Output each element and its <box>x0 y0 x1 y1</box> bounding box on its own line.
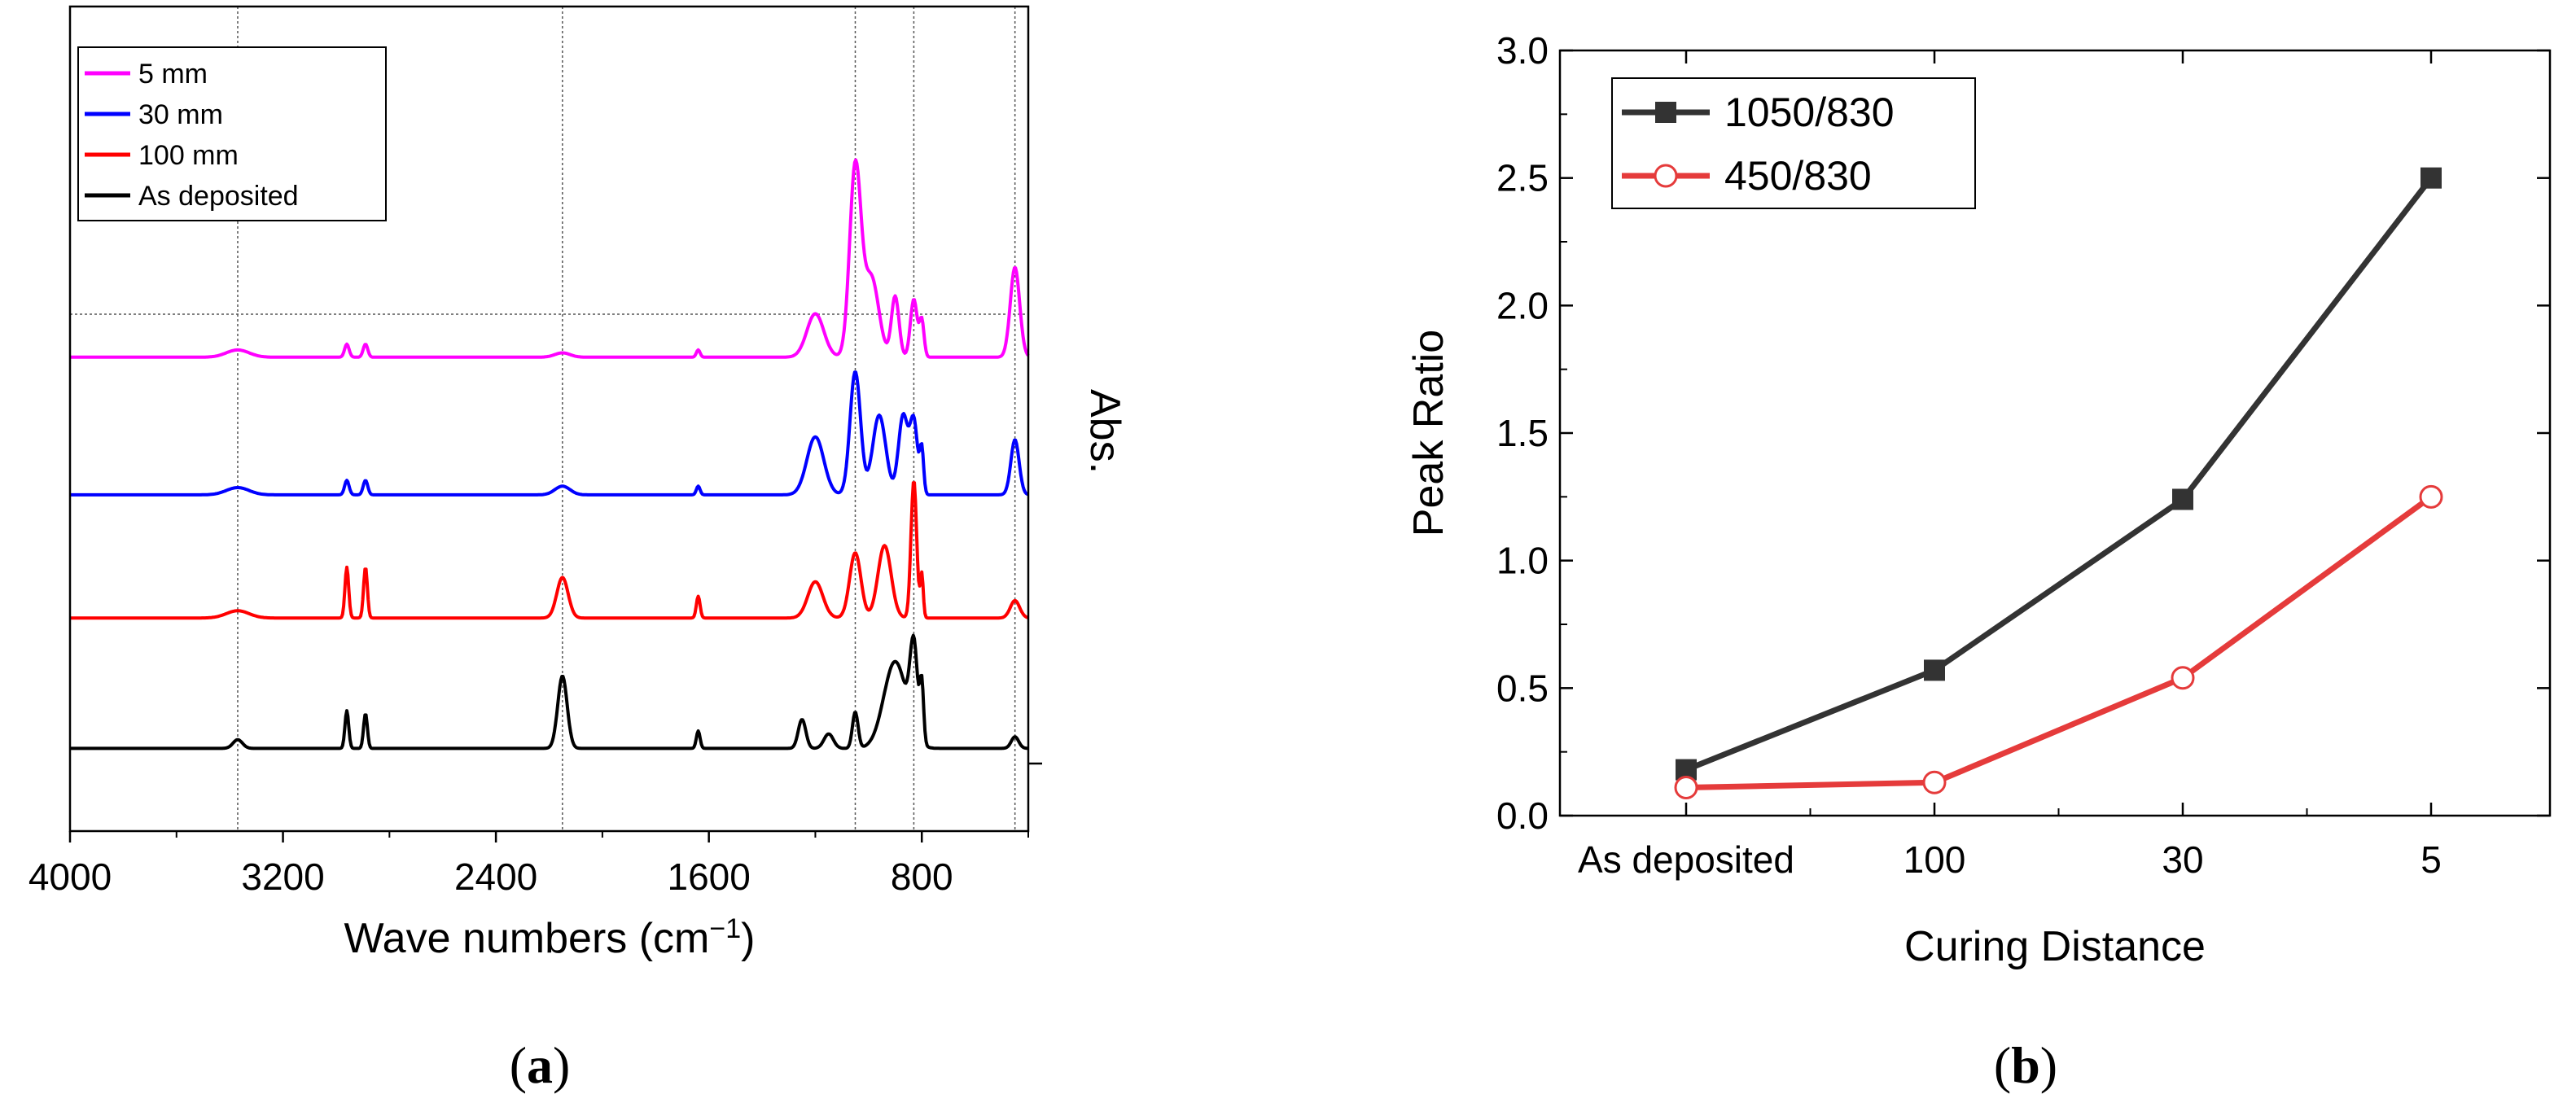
legend-marker-450-830 <box>1654 164 1678 188</box>
spectrum-100-mm <box>69 481 1029 620</box>
x-tick-label-b: 5 <box>2420 838 2442 881</box>
legend-b: 1050/830 450/830 <box>1611 77 1976 209</box>
y-tick-label-b: 0.0 <box>1496 794 1549 837</box>
legend-box-b <box>1611 77 1976 209</box>
legend-label-30-mm: 30 mm <box>138 99 223 130</box>
series-line-450-830 <box>1685 494 2434 790</box>
x-tick-label-a: 800 <box>891 856 953 898</box>
x-tick-label-b: 100 <box>1904 838 1966 881</box>
plot-frame-a <box>68 5 1030 833</box>
x-axis-ticks-b: As deposited 100 30 5 <box>1578 50 2442 881</box>
point-1050-830 <box>2172 488 2193 510</box>
legend-label-1050-830: 1050/830 <box>1724 90 1895 135</box>
point-450-830 <box>1922 770 1947 794</box>
legend-label-5-mm: 5 mm <box>138 59 208 90</box>
y-tick-label-b: 2.5 <box>1496 157 1549 199</box>
y-tick-label-b: 3.0 <box>1496 29 1549 72</box>
panel-label-a: (a) <box>510 1036 571 1094</box>
y-tick-label-b: 2.0 <box>1496 284 1549 326</box>
panel-b: 0.0 0.5 1.0 1.5 2.0 2.5 3.0 As deposited 100 30 5… <box>1405 29 2552 1094</box>
point-450-830 <box>1674 776 1698 800</box>
legend-label-100-mm: 100 mm <box>138 140 239 171</box>
x-axis-ticks-a: 4000 3200 2400 1600 800 <box>28 831 1029 898</box>
y-tick-label-b: 0.5 <box>1496 667 1549 709</box>
y-tick-label-b: 1.0 <box>1496 540 1549 582</box>
point-450-830 <box>2419 484 2443 509</box>
x-tick-label-a: 4000 <box>28 856 112 898</box>
legend-box-a <box>77 46 387 221</box>
x-tick-label-b: 30 <box>2162 838 2203 881</box>
legend-marker-1050-830 <box>1655 102 1676 123</box>
legend-a: 5 mm 30 mm 100 mm As deposited <box>77 46 387 221</box>
spectrum-5-mm <box>69 158 1030 359</box>
x-axis-label-a: Wave numbers (cm−1) <box>344 913 756 962</box>
point-1050-830 <box>2420 167 2442 189</box>
y-axis-ticks-b: 0.0 0.5 1.0 1.5 2.0 2.5 3.0 <box>1496 29 2550 837</box>
x-tick-label-b: As deposited <box>1578 838 1794 881</box>
spectrum-as-deposited <box>69 633 1029 751</box>
spectrum-30-mm <box>69 370 1029 497</box>
legend-entries-b: 1050/830 450/830 <box>1622 90 1895 199</box>
panel-label-b: (b) <box>1994 1036 2057 1094</box>
x-tick-label-a: 2400 <box>454 856 537 898</box>
legend-label-450-830: 450/830 <box>1724 153 1872 199</box>
point-450-830 <box>2171 666 2195 690</box>
ratio-series <box>1674 167 2443 800</box>
legend-label-as-deposited: As deposited <box>138 181 299 212</box>
series-line-1050-830 <box>1684 176 2434 772</box>
legend-entries-a: 5 mm 30 mm 100 mm As deposited <box>85 59 299 212</box>
y-axis-label-a: Abs. <box>1081 389 1128 474</box>
y-axis-label-b: Peak Ratio <box>1405 330 1452 536</box>
point-1050-830 <box>1924 659 1945 681</box>
x-tick-label-a: 1600 <box>667 856 750 898</box>
x-tick-label-a: 3200 <box>241 856 324 898</box>
x-axis-label-b: Curing Distance <box>1904 923 2206 970</box>
panel-a: 4000 3200 2400 1600 800 Wave numbers (cm−1) … <box>28 5 1128 1094</box>
y-tick-label-b: 1.5 <box>1496 412 1549 454</box>
spectra-series <box>69 158 1030 751</box>
